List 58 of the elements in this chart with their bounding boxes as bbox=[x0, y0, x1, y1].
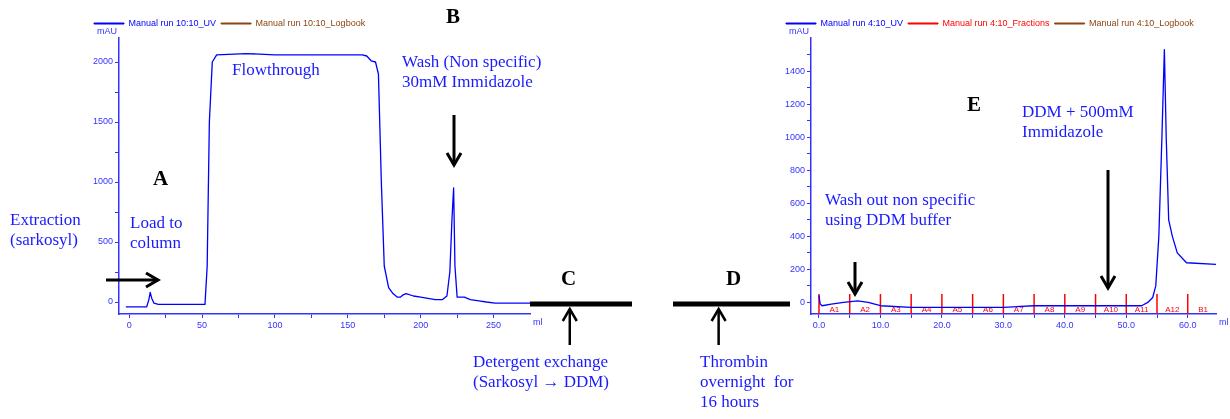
y-tick-label: 2000 bbox=[92, 56, 113, 67]
y-tick-label: 1000 bbox=[784, 131, 805, 142]
annotation: Wash (Non specific) 30mM Immidazole bbox=[402, 52, 542, 92]
text: C bbox=[561, 266, 577, 290]
ref-line-label: A12 bbox=[1165, 304, 1181, 314]
x-tick-label: 10.0 bbox=[871, 319, 890, 330]
ref-line-label: A10 bbox=[1103, 304, 1119, 314]
ref-line-label: A2 bbox=[860, 304, 871, 314]
x-tick-label: 50 bbox=[197, 319, 208, 330]
y-axis-title: mAU bbox=[97, 25, 117, 36]
y-tick-label: 0 bbox=[107, 296, 113, 307]
y-tick-label: 400 bbox=[789, 230, 805, 241]
x-tick-label: 250 bbox=[486, 319, 502, 330]
annotation: E bbox=[967, 92, 982, 116]
ref-line-label: B1 bbox=[1198, 304, 1209, 314]
legend-label: Manual run 4:10_UV bbox=[820, 17, 904, 28]
y-tick-label: 1400 bbox=[784, 65, 805, 76]
ref-line-label: A11 bbox=[1134, 304, 1150, 314]
legend-label: Manual run 4:10_Fractions bbox=[942, 17, 1051, 28]
x-tick-label: 60.0 bbox=[1178, 319, 1197, 330]
legend-label: Manual run 10:10_UV bbox=[128, 17, 217, 28]
ref-line-label: A1 bbox=[829, 304, 840, 314]
annotation: DDM + 500mM Immidazole bbox=[1022, 102, 1134, 142]
y-tick-label: 0 bbox=[799, 296, 805, 307]
x-tick-label: 50.0 bbox=[1117, 319, 1136, 330]
text: Detergent exchange (Sarkosyl → DDM) bbox=[473, 352, 609, 392]
x-tick-label: 30.0 bbox=[994, 319, 1013, 330]
text: D bbox=[726, 266, 742, 290]
x-axis-title: ml bbox=[1219, 316, 1229, 327]
text: B bbox=[446, 4, 461, 28]
ref-line-label: A7 bbox=[1013, 304, 1025, 314]
x-tick-label: 0.0 bbox=[812, 319, 826, 330]
ref-line-label: A9 bbox=[1075, 304, 1086, 314]
x-tick-label: 0 bbox=[126, 319, 132, 330]
ref-line-label: A8 bbox=[1044, 304, 1055, 314]
annotation: Wash out non specific using DDM buffer bbox=[825, 190, 976, 230]
annotation: Load to column bbox=[130, 213, 183, 253]
x-tick-label: 20.0 bbox=[933, 319, 951, 330]
y-tick-label: 500 bbox=[97, 236, 113, 247]
y-axis-title: mAU bbox=[789, 25, 809, 36]
y-tick-label: 1200 bbox=[784, 98, 805, 109]
x-tick-label: 40.0 bbox=[1056, 319, 1074, 330]
y-tick-label: 1500 bbox=[92, 116, 113, 127]
x-tick-label: 200 bbox=[413, 319, 429, 330]
annotation: A bbox=[153, 166, 169, 190]
text: Thrombin overnight for 16 hours bbox=[700, 352, 794, 412]
legend-label: Manual run 10:10_Logbook bbox=[255, 17, 366, 28]
y-tick-label: 1000 bbox=[92, 176, 113, 187]
x-tick-label: 150 bbox=[340, 319, 356, 330]
y-tick-label: 600 bbox=[789, 197, 805, 208]
y-tick-label: 200 bbox=[789, 263, 805, 274]
x-axis-title: ml bbox=[533, 316, 543, 327]
y-tick-label: 800 bbox=[789, 164, 805, 175]
ref-line-label: A3 bbox=[890, 304, 902, 314]
x-tick-label: 100 bbox=[267, 319, 283, 330]
legend-label: Manual run 4:10_Logbook bbox=[1089, 17, 1195, 28]
text: Extraction (sarkosyl) bbox=[10, 210, 81, 250]
annotation: Flowthrough bbox=[232, 60, 320, 80]
